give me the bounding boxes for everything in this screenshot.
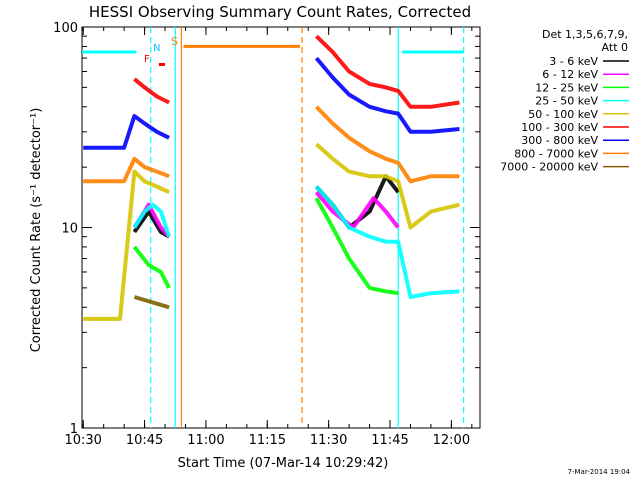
series-line-5-1 [315,34,460,109]
series-line-4-0 [83,169,170,321]
series-line-7-0 [83,156,170,184]
series-line-8-0 [133,295,170,310]
x-tick-label-6: 12:00 [433,433,470,448]
legend-entry-label-1: 6 - 12 keV [542,68,598,81]
series-line-4-1 [315,142,460,230]
x-tick-label-2: 11:00 [187,433,224,448]
y-axis-label: Corrected Count Rate (s⁻¹ detector⁻¹) [29,108,44,353]
x-tick-label-4: 11:30 [310,433,347,448]
series-line-6-1 [314,56,460,134]
x-tick-label-1: 10:45 [126,433,163,448]
legend-entry-label-2: 12 - 25 keV [535,81,598,94]
series-line-2-0 [132,245,171,289]
x-axis-label: Start Time (07-Mar-14 10:29:42) [178,456,389,471]
series-line-5-0 [133,77,170,105]
legend-header-detectors: Det 1,3,5,6,7,9, [542,28,628,41]
series-line-2-1 [314,197,399,296]
x-tick-label-3: 11:15 [249,433,286,448]
flag-label-f: F [144,54,150,65]
flag-label-n: N [153,43,160,54]
legend-entry-label-4: 50 - 100 keV [528,108,598,121]
legend-header-attenuator: Att 0 [602,41,628,54]
timestamp: 7-Mar-2014 19:04 [568,468,631,476]
legend-entry-label-3: 25 - 50 keV [535,95,598,108]
y-tick-label-2: 100 [53,21,78,36]
legend-entry-label-7: 800 - 7000 keV [514,147,598,160]
legend-entry-label-6: 300 - 800 keV [521,134,598,147]
flag-labels: F N S [144,35,178,65]
legend-entry-label-8: 7000 - 20000 keV [500,161,598,174]
axes: 10:30 10:45 11:00 11:15 11:30 11:45 12:00 1 10 10… [53,21,481,448]
attenuator-levels [82,44,464,67]
x-tick-label-5: 11:45 [371,433,408,448]
legend-entry-label-5: 100 - 300 keV [521,121,598,134]
flag-label-s: S [171,35,178,48]
series-line-3-0 [132,202,172,238]
y-tick-label-1: 10 [61,222,78,237]
series-line-6-0 [83,114,170,150]
series-line-3-1 [314,185,460,299]
series-lines [83,34,460,321]
y-tick-label-0: 1 [70,422,78,437]
chart-title: HESSI Observing Summary Count Rates, Cor… [89,3,471,21]
series-line-1-1 [314,190,400,230]
x-tick-label-0: 10:30 [64,433,101,448]
series-line-7-1 [314,105,460,184]
legend-entry-label-0: 3 - 6 keV [549,55,598,68]
